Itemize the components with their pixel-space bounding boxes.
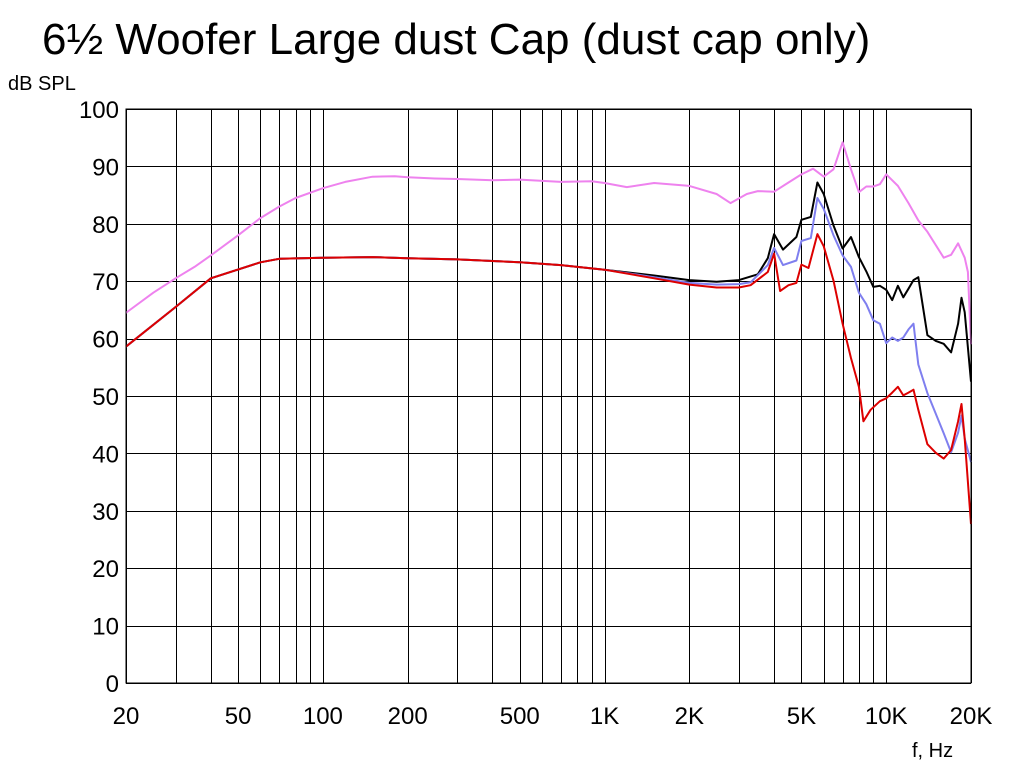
x-tick-label: 200: [388, 703, 428, 730]
y-tick-label: 40: [92, 441, 119, 468]
x-tick-label: 20K: [950, 703, 993, 730]
series-line-1: [125, 141, 972, 345]
plot-frame: [125, 108, 972, 684]
x-tick-label: 2K: [675, 703, 704, 730]
y-tick-label: 60: [92, 327, 119, 354]
x-tick-label: 500: [500, 703, 540, 730]
y-tick-labels: 0 10 20 30 40 50 60 70 80 90 100: [79, 97, 119, 698]
y-tick-label: 30: [92, 499, 119, 526]
series-lines: [125, 141, 972, 525]
x-tick-label: 5K: [787, 703, 816, 730]
x-tick-label: 1K: [590, 703, 619, 730]
y-tick-label: 20: [92, 556, 119, 583]
y-tick-label: 50: [92, 384, 119, 411]
y-tick-label: 100: [79, 97, 119, 124]
x-tick-label: 10K: [865, 703, 908, 730]
y-tick-label: 0: [106, 671, 119, 698]
x-tick-label: 50: [225, 703, 252, 730]
y-tick-label: 10: [92, 614, 119, 641]
chart-title: 6½ Woofer Large dust Cap (dust cap only): [42, 15, 870, 64]
x-tick-label: 20: [113, 703, 140, 730]
x-tick-label: 100: [303, 703, 343, 730]
x-tick-labels: 20 50 100 200 500 1K 2K 5K 10K 20K: [113, 703, 993, 730]
x-axis-label: f, Hz: [912, 740, 953, 762]
y-tick-label: 90: [92, 154, 119, 181]
series-line-4: [125, 233, 972, 525]
y-tick-label: 80: [92, 212, 119, 239]
y-tick-label: 70: [92, 269, 119, 296]
y-axis-label: dB SPL: [8, 73, 76, 95]
